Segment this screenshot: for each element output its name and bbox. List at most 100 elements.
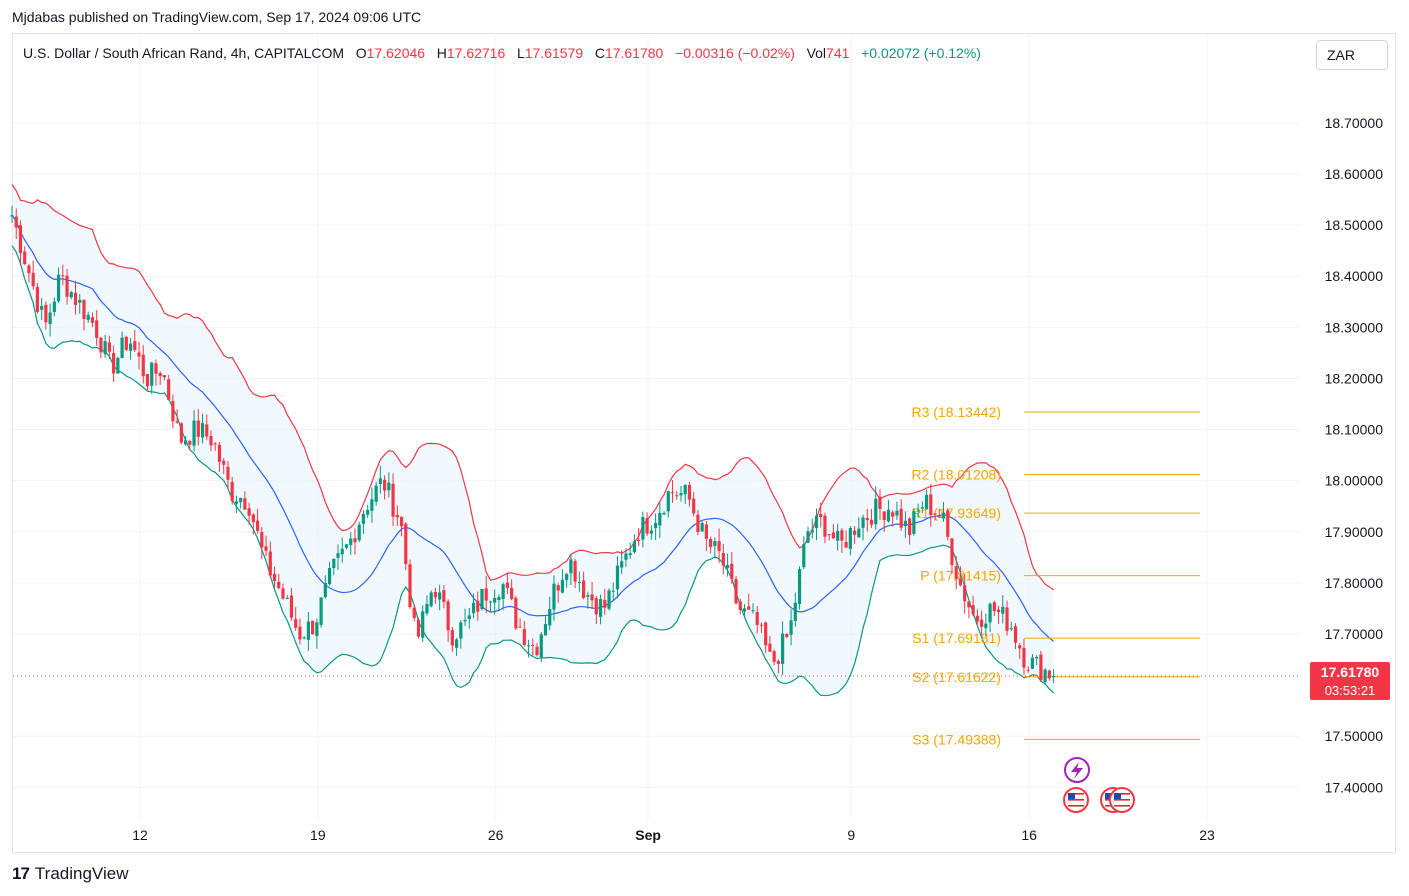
flag-stripe [1068,799,1084,801]
candle-body [501,584,505,599]
candle-body [556,585,560,591]
tradingview-logo[interactable]: 17 TradingView [12,864,128,884]
candle-body [222,460,226,465]
candle-body [31,272,35,287]
candle-body [192,420,196,446]
candle-body [565,574,569,581]
candle-body [264,546,268,551]
candle-body [395,514,399,518]
candle-body [69,292,73,298]
candle-body [213,443,217,445]
currency-button[interactable]: ZAR [1316,40,1388,70]
candle-body [340,548,344,555]
candle-body [950,538,954,566]
candle-body [408,564,412,608]
price-tick-label: 17.50000 [1325,728,1384,744]
flag-stripe [1068,796,1084,798]
open-value: 17.62046 [366,45,426,61]
candle-body [946,510,950,537]
candle-body [14,216,18,228]
candle-body [239,497,243,503]
candle-body [789,620,793,635]
us-flag-event-icon [1109,787,1135,813]
time-tick-label: 12 [132,827,148,843]
candle-body [167,379,171,400]
candle-body [454,639,459,648]
symbol-title[interactable]: U.S. Dollar / South African Rand, 4h, CA… [23,45,345,61]
candle-body [768,643,772,652]
flag-stripe [1114,802,1130,804]
candle-body [607,590,611,609]
candle-body [869,519,874,525]
candle-body [814,515,819,529]
flag-canton [1105,793,1112,799]
candle-body [137,352,141,357]
time-axis: 12 19 26 Sep 9 16 23 [132,827,1215,843]
flag-stripe [1114,805,1130,807]
candle-body [992,602,996,612]
candle-body [806,531,810,543]
candle-body [615,565,620,590]
time-tick-label: Sep [635,827,661,843]
candle-body [958,578,963,586]
candles [10,205,1300,685]
candle-body [895,510,899,516]
candle-body [675,495,679,497]
candle-body [18,225,23,254]
candle-body [467,615,471,620]
candle-body [332,558,336,569]
candle-body [899,508,903,528]
candle-body [751,610,755,612]
candle-body [797,569,802,605]
candle-body [234,501,239,504]
candle-body [611,590,615,592]
candle-body [65,275,69,297]
time-tick-label: 26 [488,827,504,843]
candle-body [764,622,768,646]
candle-body [882,511,886,521]
candle-body [552,583,556,610]
candle-body [747,606,751,610]
candle-body [920,507,924,509]
event-markers [1063,757,1135,813]
price-tick-label: 18.50000 [1325,217,1384,233]
candle-body [518,626,522,628]
price-tick-label: 17.70000 [1325,626,1384,642]
candle-body [61,275,65,277]
candle-body [44,304,48,323]
candle-body [35,287,40,312]
candle-body [154,363,158,374]
candle-body [810,529,814,533]
candle-body [95,320,99,338]
candle-body [543,624,548,636]
candle-body [302,637,306,639]
candle-body [641,516,645,540]
candle-body [988,603,992,623]
pivot-label-s1: S1 (17.69181) [912,630,1001,646]
candle-body [963,585,967,602]
candle-body [903,520,908,527]
candle-body [1001,606,1005,614]
candle-body [725,564,730,568]
candle-body [755,612,759,625]
publish-info: Mjdabas published on TradingView.com, Se… [12,9,422,25]
candle-body [569,559,573,574]
candle-body [196,420,200,437]
candle-body [10,215,14,217]
candle-body [171,401,175,422]
candle-body [891,512,895,517]
candle-body [162,375,167,378]
candle-body [399,516,404,527]
candle-body [522,629,526,645]
candle-body [1005,607,1009,631]
candle-body [662,512,666,515]
candle-body [226,466,230,480]
candle-body [387,482,391,491]
last-price-tag: 17.61780 03:53:21 [1310,662,1390,700]
last-price: 17.61780 [1320,664,1380,680]
candle-body [844,541,848,548]
candle-body [150,362,154,386]
candle-body [255,520,260,531]
candle-body [217,444,222,462]
